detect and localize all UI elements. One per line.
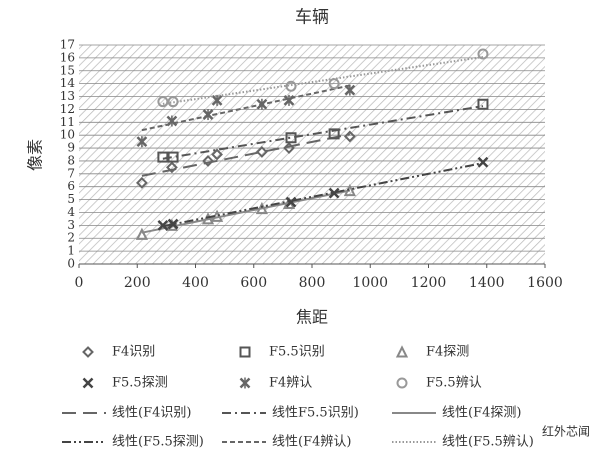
y-tick-label: 4 <box>67 205 75 219</box>
marker <box>328 187 340 199</box>
marker <box>135 176 148 189</box>
legend-label: 线性(F4探测) <box>442 406 521 421</box>
marker <box>157 219 169 231</box>
marker <box>395 345 409 358</box>
marker <box>255 201 269 215</box>
marker <box>167 96 179 108</box>
marker <box>477 156 489 168</box>
legend-label: F5.5识别 <box>269 345 325 360</box>
marker <box>344 84 356 96</box>
legend-label: 线性(F4辨认) <box>272 435 351 450</box>
x-tick-label: 400 <box>182 275 209 291</box>
x-tick-label: 800 <box>299 275 326 291</box>
x-tick-label: 1400 <box>469 275 505 291</box>
trend-line <box>141 189 351 234</box>
marker <box>477 98 489 110</box>
marker <box>157 151 169 163</box>
marker <box>202 109 214 121</box>
y-tick-label: 1 <box>67 244 75 258</box>
trend-line <box>162 105 484 160</box>
legend-label: F5.5辨认 <box>426 376 482 391</box>
legend-label: F4辨认 <box>269 376 312 391</box>
marker <box>256 98 268 110</box>
y-tick-label: 11 <box>60 115 75 129</box>
watermark: 红外芯闻 <box>542 424 590 439</box>
y-tick-label: 0 <box>67 257 75 271</box>
y-tick-label: 5 <box>67 192 75 206</box>
y-tick-label: 10 <box>60 128 75 142</box>
marker <box>211 148 223 161</box>
legend-label: 线性F5.5识别) <box>272 406 359 421</box>
marker <box>82 377 94 389</box>
x-tick-label: 200 <box>124 275 151 291</box>
marker <box>202 155 214 167</box>
y-tick-label: 9 <box>67 141 75 155</box>
marker <box>328 78 340 90</box>
x-tick-label: 1600 <box>527 275 563 291</box>
marker <box>328 128 340 140</box>
chart-title: 车辆 <box>295 8 329 28</box>
marker <box>136 136 148 148</box>
y-tick-label: 8 <box>67 153 75 167</box>
marker <box>285 80 297 92</box>
y-tick-label: 16 <box>60 50 75 64</box>
marker <box>255 146 268 158</box>
y-tick-label: 15 <box>60 63 75 77</box>
marker <box>135 227 149 240</box>
marker <box>201 212 215 225</box>
marker <box>211 94 223 106</box>
marker <box>239 346 251 358</box>
marker <box>157 96 169 108</box>
y-tick-label: 3 <box>67 218 75 232</box>
y-tick-label: 7 <box>67 166 75 180</box>
y-tick-label: 2 <box>67 231 75 245</box>
marker <box>285 132 297 144</box>
legend-label: 线性(F4识别) <box>112 406 191 421</box>
x-tick-label: 1200 <box>411 275 447 291</box>
marker <box>165 161 178 174</box>
y-tick-label: 13 <box>60 89 75 103</box>
trend-line <box>141 133 351 177</box>
legend-label: F4识别 <box>112 345 155 360</box>
legend-label: F4探测 <box>426 345 469 360</box>
trend-line <box>162 162 484 228</box>
y-tick-label: 17 <box>60 38 75 52</box>
marker <box>167 218 179 230</box>
x-tick-label: 0 <box>75 275 84 291</box>
marker <box>285 196 297 208</box>
y-tick-label: 14 <box>60 76 76 90</box>
marker <box>396 377 408 389</box>
marker <box>82 346 94 358</box>
x-axis-label: 焦距 <box>296 308 328 327</box>
marker <box>343 130 356 143</box>
legend-label: 线性(F5.5辨认) <box>442 435 534 450</box>
x-tick-label: 600 <box>240 275 267 291</box>
marker <box>167 151 179 163</box>
y-axis-label: 像素 <box>26 139 45 171</box>
y-tick-label: 12 <box>60 102 75 116</box>
marker <box>166 115 178 127</box>
legend-label: 线性(F5.5探测) <box>112 435 204 450</box>
marker <box>283 142 295 154</box>
marker <box>283 94 295 106</box>
x-tick-label: 1000 <box>352 275 388 291</box>
trend-line <box>141 84 351 132</box>
trend-line <box>162 56 484 105</box>
legend-label: F5.5探测 <box>112 376 168 391</box>
marker <box>477 48 489 60</box>
y-tick-label: 6 <box>67 179 75 193</box>
marker <box>239 377 251 389</box>
